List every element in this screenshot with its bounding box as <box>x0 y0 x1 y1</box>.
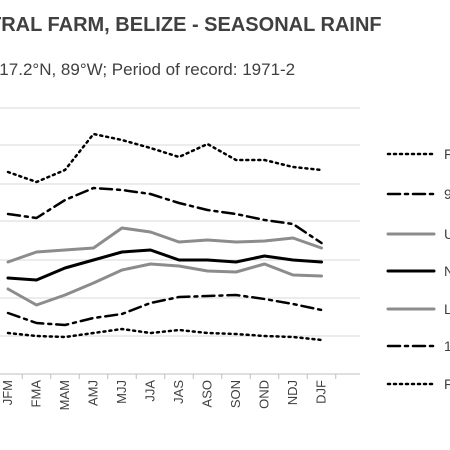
x-tick-label: MAM <box>57 380 72 410</box>
legend-label-2: 9 <box>444 186 450 202</box>
x-tick-label: JJA <box>143 380 158 402</box>
legend-label-7: F <box>444 376 450 392</box>
series-line-3 <box>6 226 323 264</box>
x-tick-label: SON <box>228 380 243 408</box>
x-tick-label: OND <box>257 380 272 409</box>
x-tick-label: JFM <box>0 380 15 405</box>
legend-label-4: N <box>444 263 450 279</box>
legend-label-5: L <box>444 301 450 317</box>
chart-title: TRAL FARM, BELIZE - SEASONAL RAINF <box>0 14 382 36</box>
x-tick-label: FMA <box>29 380 44 408</box>
x-tick-label: DJF <box>314 380 329 404</box>
chart-subtitle: ation: 17.2°N, 89°W; Period of record: 1… <box>0 60 296 79</box>
x-tick-label: NDJ <box>285 380 300 405</box>
x-tick-label: MJJ <box>114 380 129 404</box>
x-tick-label: AMJ <box>86 380 101 406</box>
legend-label-3: U <box>444 226 450 242</box>
series-line-7 <box>6 327 323 342</box>
series-line-2 <box>6 186 323 245</box>
series-line-6 <box>6 293 323 327</box>
series-line-1 <box>6 132 323 184</box>
x-tick-label: ASO <box>200 380 215 407</box>
legend-label-6: 1 <box>444 338 450 354</box>
series-line-4 <box>6 248 323 282</box>
series-line-5 <box>6 262 323 307</box>
legend-label-1: F <box>444 146 450 162</box>
x-tick-label: JAS <box>171 380 186 404</box>
